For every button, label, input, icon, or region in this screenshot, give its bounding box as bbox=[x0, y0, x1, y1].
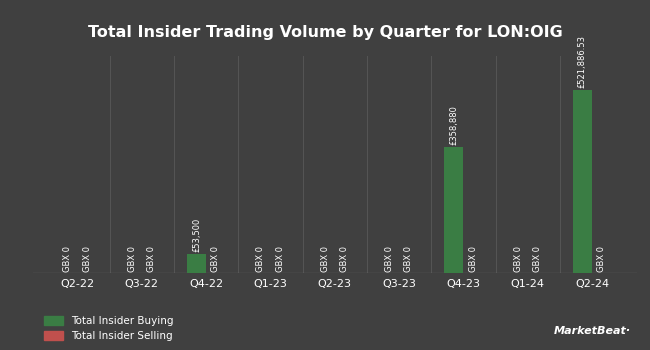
Text: GBX 0: GBX 0 bbox=[340, 246, 349, 272]
Text: GBX 0: GBX 0 bbox=[385, 246, 394, 272]
Text: GBX 0: GBX 0 bbox=[83, 246, 92, 272]
Bar bbox=[187, 254, 206, 273]
Text: £358,880: £358,880 bbox=[449, 105, 458, 145]
Bar bbox=[573, 90, 592, 273]
Text: GBX 0: GBX 0 bbox=[256, 246, 265, 272]
Text: GBX 0: GBX 0 bbox=[469, 246, 478, 272]
Text: GBX 0: GBX 0 bbox=[514, 246, 523, 272]
Text: GBX 0: GBX 0 bbox=[320, 246, 330, 272]
Text: GBX 0: GBX 0 bbox=[404, 246, 413, 272]
Text: GBX 0: GBX 0 bbox=[211, 246, 220, 272]
Bar bbox=[444, 147, 463, 273]
Text: GBX 0: GBX 0 bbox=[127, 246, 136, 272]
Text: GBX 0: GBX 0 bbox=[63, 246, 72, 272]
Text: GBX 0: GBX 0 bbox=[276, 246, 285, 272]
Text: £521,886.53: £521,886.53 bbox=[578, 35, 587, 88]
Text: Total Insider Trading Volume by Quarter for LON:OIG: Total Insider Trading Volume by Quarter … bbox=[88, 25, 562, 40]
Text: GBX 0: GBX 0 bbox=[147, 246, 156, 272]
Legend: Total Insider Buying, Total Insider Selling: Total Insider Buying, Total Insider Sell… bbox=[44, 316, 174, 341]
Text: MarketBeat·: MarketBeat· bbox=[553, 326, 630, 336]
Text: £53,500: £53,500 bbox=[192, 218, 201, 252]
Text: GBX 0: GBX 0 bbox=[533, 246, 542, 272]
Text: GBX 0: GBX 0 bbox=[597, 246, 606, 272]
